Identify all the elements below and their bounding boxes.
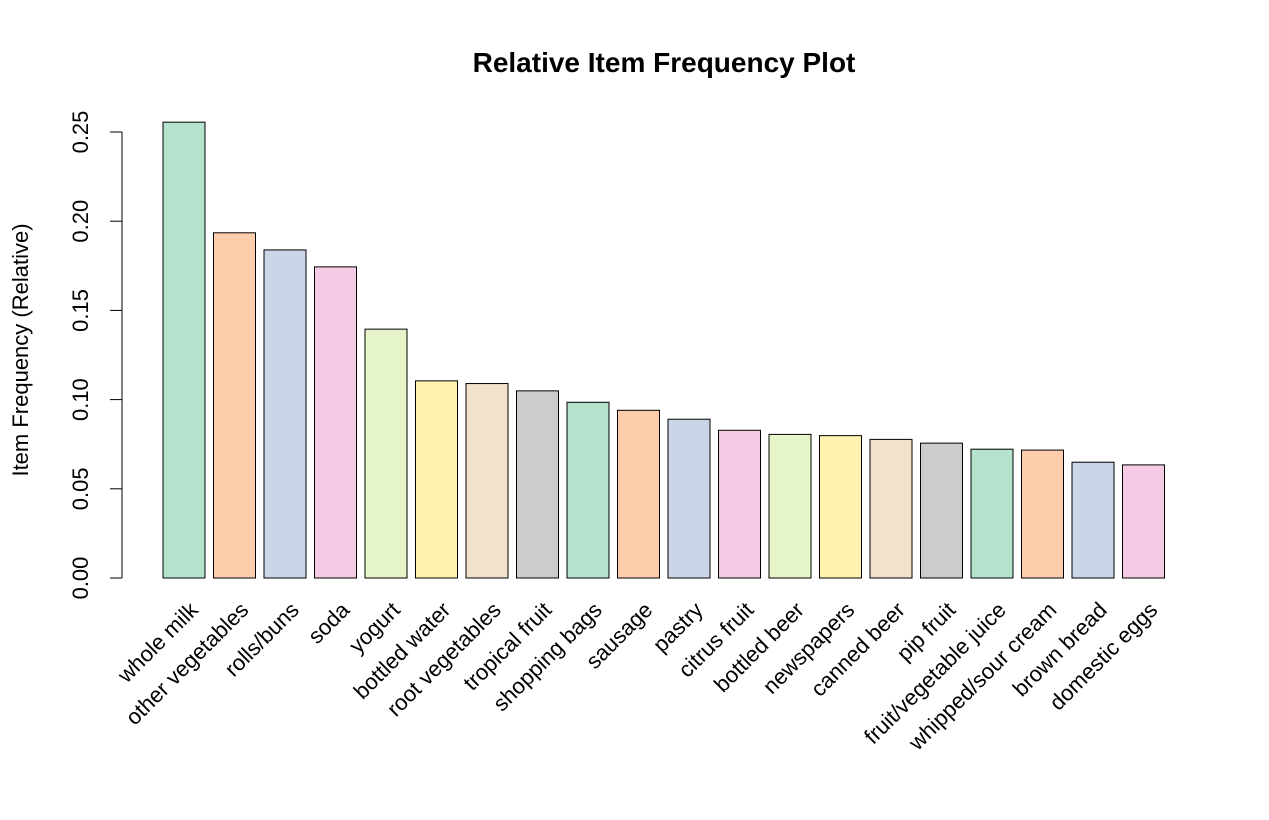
bar — [667, 418, 711, 579]
bar — [213, 232, 256, 579]
bar — [1071, 461, 1115, 579]
bar — [1122, 464, 1165, 579]
bar — [516, 390, 559, 579]
y-tick-label: 0.00 — [68, 557, 93, 600]
chart-title: Relative Item Frequency Plot — [473, 47, 856, 78]
bar — [819, 435, 862, 579]
bar — [566, 401, 610, 579]
bar — [1021, 449, 1064, 579]
bar — [364, 328, 408, 579]
bar — [314, 266, 357, 579]
bar — [718, 429, 761, 579]
bar — [768, 433, 812, 579]
y-tick-label: 0.15 — [68, 289, 93, 332]
y-axis: 0.00 0.05 0.10 0.15 0.20 0.25 — [68, 111, 123, 600]
y-tick-label: 0.10 — [68, 378, 93, 421]
bars-group — [162, 121, 1165, 579]
y-tick-label: 0.20 — [68, 200, 93, 243]
bar — [415, 380, 458, 579]
y-axis-label: Item Frequency (Relative) — [8, 223, 33, 476]
bar — [970, 448, 1014, 579]
bar — [617, 409, 660, 579]
bar — [465, 383, 509, 579]
bar — [869, 438, 913, 579]
y-tick-label: 0.05 — [68, 467, 93, 510]
y-tick-label: 0.25 — [68, 111, 93, 154]
bar — [263, 249, 307, 579]
bar — [162, 121, 206, 579]
bar — [920, 442, 963, 579]
